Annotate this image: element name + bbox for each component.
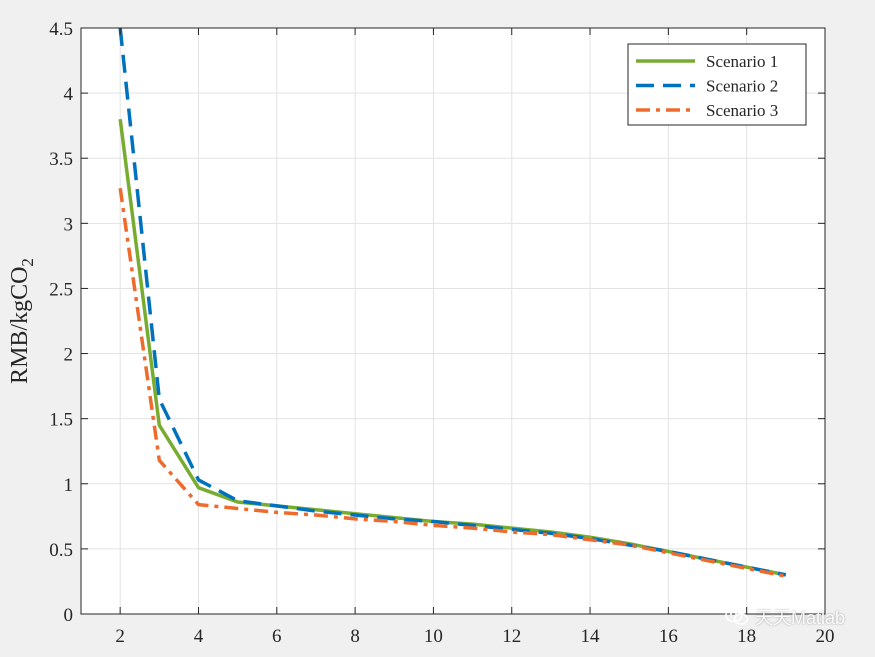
y-tick-label: 1: [64, 475, 74, 496]
legend-label-2: Scenario 2: [706, 77, 778, 96]
series-lines: [118, 27, 787, 578]
y-tick-label: 4.5: [49, 19, 73, 40]
watermark-text: 天天Matlab: [754, 608, 845, 628]
y-tick-label: 0: [64, 605, 74, 626]
legend: Scenario 1 Scenario 2 Scenario 3: [627, 43, 807, 126]
y-axis: 0 0.5 1 1.5 2 2.5 3 3.5 4 4.5: [49, 19, 825, 626]
x-tick-label: 4: [194, 626, 204, 647]
plot-area: [81, 28, 825, 614]
x-tick-label: 10: [424, 626, 443, 647]
legend-label-1: Scenario 1: [706, 52, 778, 71]
x-tick-label: 6: [272, 626, 282, 647]
legend-label-3: Scenario 3: [706, 101, 778, 120]
plot-frame: [80, 27, 826, 615]
watermark: 天天Matlab: [725, 604, 845, 630]
x-tick-label: 12: [502, 626, 521, 647]
y-axis-label: RMB/kgCO2: [7, 258, 37, 384]
x-tick-label: 18: [737, 626, 756, 647]
x-tick-label: 14: [581, 626, 601, 647]
x-tick-label: 8: [350, 626, 360, 647]
y-tick-label: 1.5: [49, 410, 73, 431]
y-tick-label: 2.5: [49, 279, 73, 300]
series-line-3: [118, 187, 787, 578]
y-tick-label: 4: [64, 84, 74, 105]
y-tick-label: 0.5: [49, 540, 73, 561]
y-tick-label: 3: [64, 214, 74, 235]
x-tick-label: 20: [816, 626, 835, 647]
grid: [81, 28, 825, 614]
x-axis: 2 4 6 8 10 12 14 16 18 20: [115, 28, 835, 647]
y-tick-label: 2: [64, 345, 74, 366]
x-tick-label: 16: [659, 626, 678, 647]
y-tick-label: 3.5: [49, 149, 73, 170]
wechat-icon: [725, 607, 749, 625]
x-tick-label: 2: [115, 626, 125, 647]
